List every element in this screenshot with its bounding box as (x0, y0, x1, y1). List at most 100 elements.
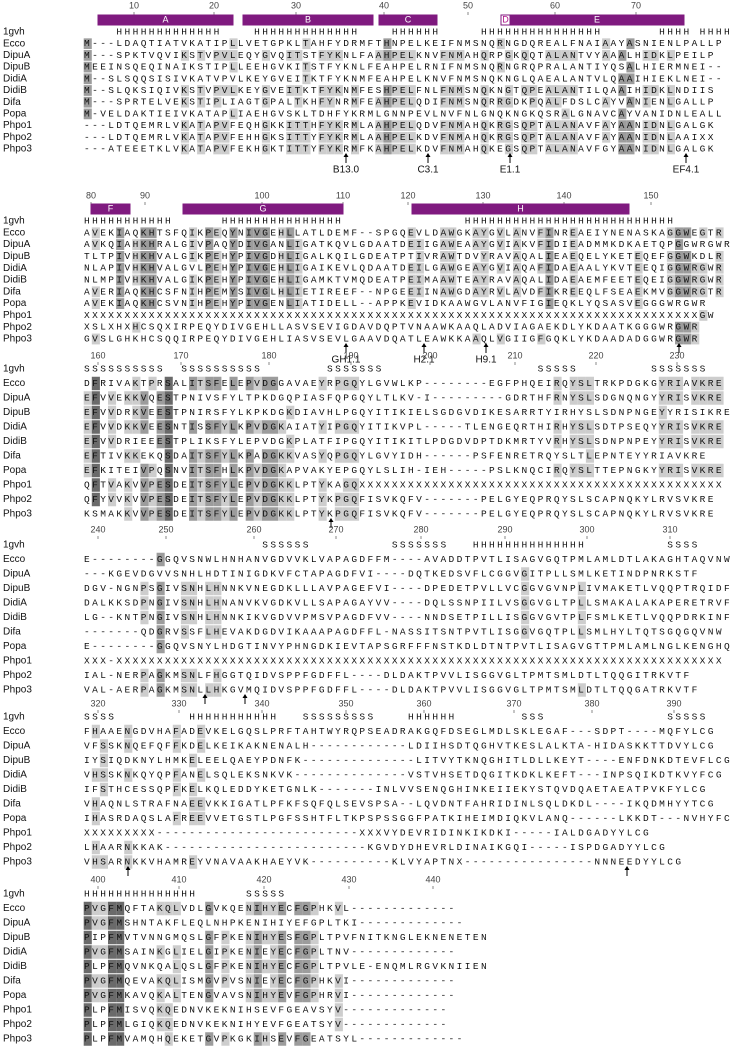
ruler-number: 50 (463, 0, 473, 10)
conservation-shade (278, 901, 287, 916)
conservation-shade (351, 420, 360, 434)
structure-element-label: B (305, 14, 311, 24)
conservation-shade (399, 85, 408, 96)
conservation-shade (148, 239, 157, 250)
conservation-shade (164, 492, 173, 507)
conservation-shade (715, 420, 724, 434)
conservation-shade (286, 251, 295, 262)
sequence: M--SLQKSIQIVKSTVPVLKEYGVEITKTFYKNMFESHPE… (84, 85, 716, 96)
conservation-shade (691, 391, 700, 405)
conservation-shade (334, 492, 343, 507)
conservation-shade (699, 434, 708, 449)
conservation-shade (666, 274, 675, 286)
conservation-shade (116, 1017, 125, 1032)
sequence-name: Popa (3, 813, 27, 824)
sequence: EFTIVKKEKQSDAITSFYLKPADGKKVASYQPGQYLGVYI… (84, 451, 708, 462)
conservation-shade (91, 974, 100, 988)
conservation-shade (715, 251, 724, 262)
conservation-shade (91, 768, 100, 782)
conservation-shade (626, 73, 635, 85)
conservation-shade (197, 768, 206, 782)
conservation-shade (83, 988, 92, 1003)
conservation-shade (245, 959, 254, 974)
conservation-shade (172, 988, 181, 1003)
conservation-shade (529, 120, 538, 131)
conservation-shade (83, 1003, 92, 1017)
conservation-shade (448, 274, 457, 286)
conservation-shade (521, 143, 530, 155)
conservation-shade (140, 405, 149, 420)
conservation-shade (108, 988, 117, 1003)
ruler-number: 30 (291, 0, 301, 10)
conservation-shade (116, 916, 125, 930)
ruler-number: 410 (171, 874, 186, 884)
conservation-shade (148, 286, 157, 298)
conservation-shade (221, 131, 230, 143)
conservation-shade (164, 376, 173, 391)
ruler-number: 380 (584, 698, 599, 708)
conservation-shade (691, 434, 700, 449)
conservation-shade (537, 333, 546, 345)
conservation-shade (83, 1017, 92, 1032)
sequence-name: DidiB (3, 612, 27, 623)
conservation-shade (164, 420, 173, 434)
conservation-shade (294, 959, 303, 974)
conservation-shade (699, 227, 708, 239)
conservation-shade (270, 974, 279, 988)
conservation-shade (699, 310, 708, 321)
conservation-shade (261, 120, 270, 131)
conservation-shade (261, 239, 270, 250)
conservation-shade (569, 274, 578, 286)
conservation-shade (537, 239, 546, 250)
conservation-shade (278, 262, 287, 274)
conservation-shade (675, 274, 684, 286)
site-annotation: H2.1 (413, 355, 435, 366)
conservation-shade (108, 974, 117, 988)
conservation-shade (261, 131, 270, 143)
sequence-name: Ecco (3, 554, 26, 565)
conservation-shade (675, 333, 684, 345)
conservation-shade (108, 478, 117, 492)
conservation-shade (691, 321, 700, 333)
conservation-shade (156, 596, 165, 610)
structure-element-label: H (517, 203, 524, 213)
conservation-shade (334, 120, 343, 131)
conservation-shade (666, 120, 675, 131)
conservation-shade (99, 782, 108, 797)
conservation-shade (148, 478, 157, 492)
conservation-shade (472, 274, 481, 286)
conservation-shade (440, 274, 449, 286)
conservation-shade (440, 286, 449, 298)
sequence-name: Difa (3, 799, 21, 810)
conservation-shade (221, 143, 230, 155)
conservation-shade (156, 974, 165, 988)
conservation-shade (496, 333, 505, 345)
conservation-shade (91, 449, 100, 463)
conservation-shade (456, 143, 465, 155)
conservation-shade (253, 930, 262, 945)
conservation-shade (691, 376, 700, 391)
conservation-shade (124, 507, 133, 521)
conservation-shade (472, 239, 481, 250)
conservation-shade (91, 391, 100, 405)
conservation-shade (294, 930, 303, 945)
conservation-shade (545, 298, 554, 309)
conservation-shade (480, 120, 489, 131)
conservation-shade (480, 96, 489, 108)
conservation-shade (229, 251, 238, 262)
conservation-shade (302, 1032, 311, 1046)
conservation-shade (124, 739, 133, 753)
sequence: ---LDTQEMRLVKATAPVFEHHGKSITTYFYKRMLAAHPE… (84, 132, 716, 143)
conservation-shade (480, 251, 489, 262)
sequence: PIPFMVTVNNGMQSLGFPKENIHYESFGPLTPVFNITKNG… (84, 932, 489, 943)
sequence-name: Phpo2 (3, 132, 32, 143)
conservation-shade (351, 492, 360, 507)
conservation-shade (399, 143, 408, 155)
conservation-shade (164, 478, 173, 492)
conservation-shade (626, 38, 635, 50)
conservation-shade (634, 286, 643, 298)
sequence: AVEKIAQKHCSVNIHPEHYPIVGENLIATIDELL--APPK… (84, 298, 708, 309)
ruler-number: 280 (413, 524, 428, 534)
conservation-shade (197, 811, 206, 826)
